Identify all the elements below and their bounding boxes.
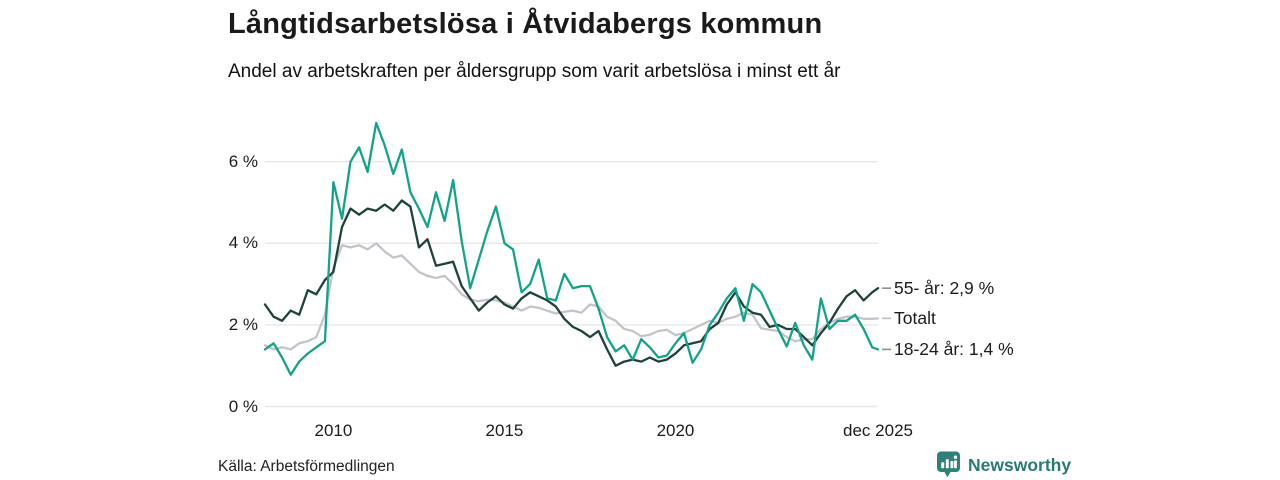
y-axis-tick-label: 4 %	[228, 233, 258, 253]
x-axis-tick-label: 2020	[656, 421, 695, 440]
y-axis-tick-label: 0 %	[228, 396, 258, 416]
brand-name: Newsworthy	[968, 454, 1072, 475]
y-axis-tick-label: 2 %	[228, 314, 258, 334]
series-end-label-55-ar: 55- år: 2,9 %	[894, 278, 995, 299]
series-line-totalt	[263, 242, 880, 351]
series-end-label-18-24-ar: 18-24 år: 1,4 %	[894, 339, 1014, 360]
line-chart-plot	[263, 121, 891, 408]
x-axis-tick-label: 2015	[485, 421, 524, 440]
x-axis-tick-label: dec 2025	[843, 421, 913, 440]
page-title: Långtidsarbetslösa i Åtvidabergs kommun	[228, 8, 823, 40]
y-axis-tick-label: 6 %	[228, 151, 258, 171]
x-axis-tick-label: 2010	[314, 421, 353, 440]
series-line-55-r	[263, 199, 880, 367]
newsworthy-brand: Newsworthy	[936, 451, 1071, 479]
source-caption: Källa: Arbetsförmedlingen	[218, 458, 395, 475]
bar-chart-speech-bubble-icon	[937, 451, 960, 478]
chart-subtitle: Andel av arbetskraften per åldersgrupp s…	[228, 61, 841, 82]
series-line-18-24-r	[263, 121, 880, 376]
series-end-label-totalt: Totalt	[894, 308, 936, 329]
